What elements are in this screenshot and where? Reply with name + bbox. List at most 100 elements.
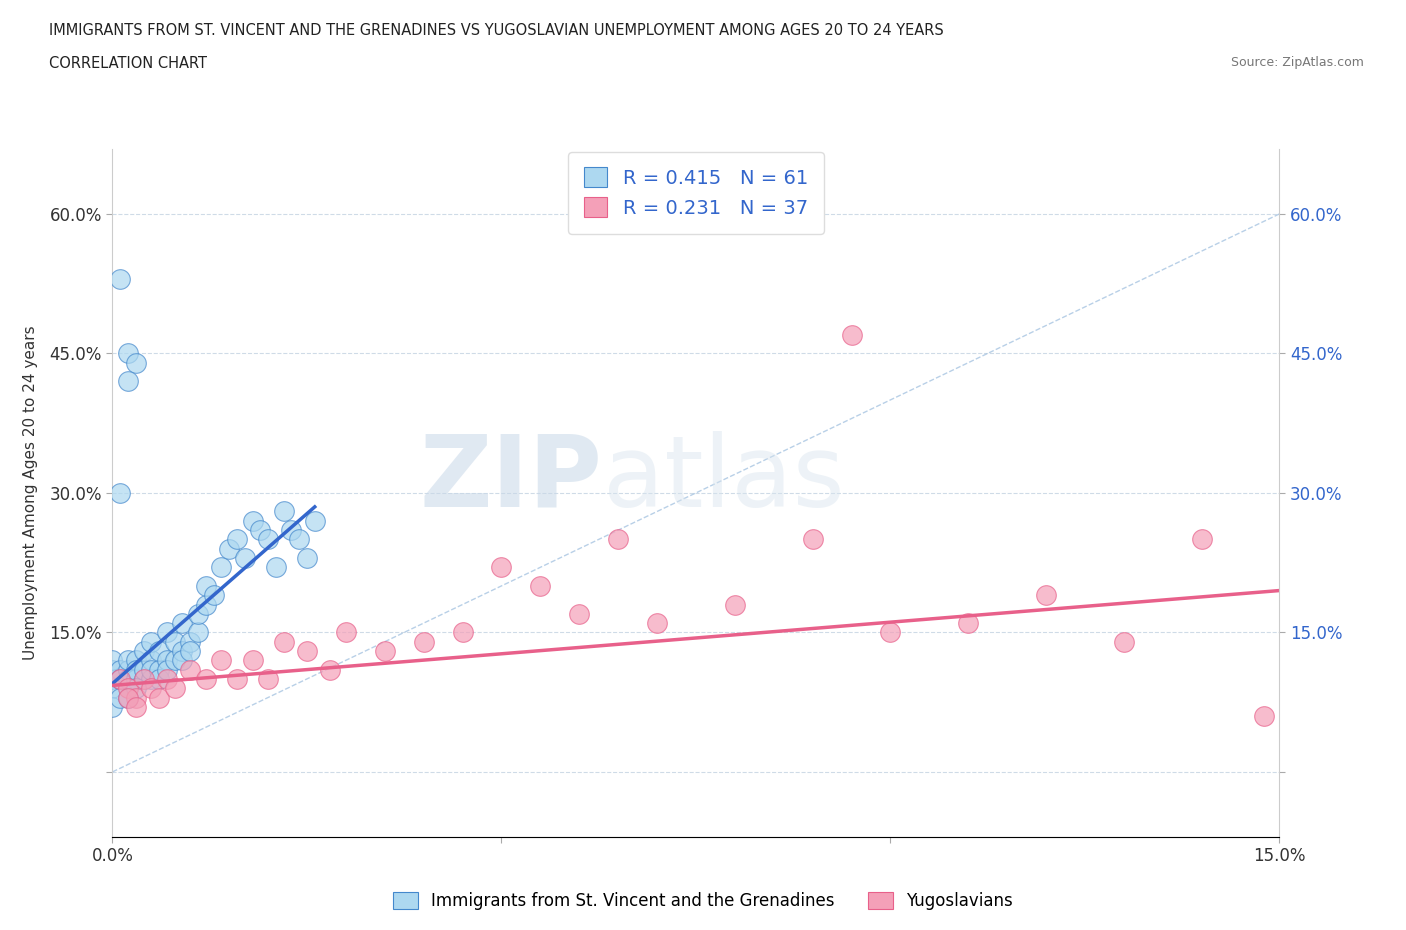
Point bbox=[125, 653, 148, 668]
Point bbox=[319, 662, 342, 677]
Point bbox=[491, 560, 513, 575]
Point bbox=[179, 644, 201, 658]
Point bbox=[156, 662, 179, 677]
Point bbox=[125, 662, 148, 677]
Text: Source: ZipAtlas.com: Source: ZipAtlas.com bbox=[1230, 56, 1364, 69]
Point bbox=[209, 560, 232, 575]
Point bbox=[110, 690, 132, 705]
Point bbox=[288, 532, 311, 547]
Point bbox=[141, 662, 163, 677]
Point bbox=[117, 671, 139, 686]
Point bbox=[101, 671, 124, 686]
Point bbox=[148, 690, 170, 705]
Point bbox=[110, 485, 132, 500]
Point bbox=[879, 625, 901, 640]
Point bbox=[1191, 532, 1213, 547]
Point bbox=[117, 690, 139, 705]
Point bbox=[117, 346, 139, 361]
Text: CORRELATION CHART: CORRELATION CHART bbox=[49, 56, 207, 71]
Point bbox=[249, 523, 271, 538]
Point bbox=[117, 690, 139, 705]
Point bbox=[148, 662, 170, 677]
Point bbox=[163, 653, 186, 668]
Point bbox=[209, 653, 232, 668]
Point bbox=[304, 513, 326, 528]
Point bbox=[110, 662, 132, 677]
Point bbox=[273, 504, 295, 519]
Point bbox=[187, 606, 209, 621]
Point bbox=[226, 532, 249, 547]
Point bbox=[110, 272, 132, 286]
Point bbox=[257, 671, 280, 686]
Point bbox=[117, 681, 139, 696]
Point bbox=[172, 644, 194, 658]
Point bbox=[156, 671, 179, 686]
Point bbox=[273, 634, 295, 649]
Point bbox=[187, 625, 209, 640]
Point bbox=[117, 653, 139, 668]
Point bbox=[194, 597, 217, 612]
Point bbox=[194, 671, 217, 686]
Point bbox=[117, 374, 139, 389]
Point bbox=[179, 634, 201, 649]
Point bbox=[110, 671, 132, 686]
Point bbox=[141, 634, 163, 649]
Point bbox=[172, 653, 194, 668]
Point bbox=[529, 578, 551, 593]
Point bbox=[163, 681, 186, 696]
Point bbox=[1035, 588, 1057, 603]
Point bbox=[156, 625, 179, 640]
Point bbox=[117, 662, 139, 677]
Point bbox=[1112, 634, 1135, 649]
Point bbox=[148, 644, 170, 658]
Point bbox=[132, 671, 155, 686]
Legend: Immigrants from St. Vincent and the Grenadines, Yugoslavians: Immigrants from St. Vincent and the Gren… bbox=[387, 885, 1019, 917]
Point bbox=[218, 541, 240, 556]
Point bbox=[141, 681, 163, 696]
Point bbox=[125, 671, 148, 686]
Point bbox=[125, 355, 148, 370]
Point bbox=[179, 662, 201, 677]
Point bbox=[451, 625, 474, 640]
Point bbox=[117, 681, 139, 696]
Point bbox=[957, 616, 980, 631]
Point bbox=[132, 644, 155, 658]
Point bbox=[172, 616, 194, 631]
Point bbox=[163, 634, 186, 649]
Point bbox=[295, 644, 318, 658]
Point bbox=[132, 671, 155, 686]
Y-axis label: Unemployment Among Ages 20 to 24 years: Unemployment Among Ages 20 to 24 years bbox=[24, 326, 38, 660]
Point bbox=[257, 532, 280, 547]
Point bbox=[202, 588, 225, 603]
Point bbox=[412, 634, 434, 649]
Point bbox=[110, 671, 132, 686]
Point bbox=[1253, 709, 1275, 724]
Text: atlas: atlas bbox=[603, 431, 844, 527]
Point bbox=[125, 699, 148, 714]
Point bbox=[645, 616, 668, 631]
Point bbox=[141, 653, 163, 668]
Point bbox=[374, 644, 396, 658]
Point bbox=[156, 653, 179, 668]
Point bbox=[101, 681, 124, 696]
Point bbox=[841, 327, 863, 342]
Text: ZIP: ZIP bbox=[420, 431, 603, 527]
Point bbox=[295, 551, 318, 565]
Point bbox=[233, 551, 256, 565]
Point bbox=[724, 597, 747, 612]
Point bbox=[568, 606, 591, 621]
Point bbox=[242, 513, 264, 528]
Point bbox=[280, 523, 302, 538]
Text: IMMIGRANTS FROM ST. VINCENT AND THE GRENADINES VS YUGOSLAVIAN UNEMPLOYMENT AMONG: IMMIGRANTS FROM ST. VINCENT AND THE GREN… bbox=[49, 23, 943, 38]
Point bbox=[335, 625, 357, 640]
Point bbox=[101, 662, 124, 677]
Point bbox=[148, 671, 170, 686]
Point bbox=[101, 699, 124, 714]
Point bbox=[132, 662, 155, 677]
Point bbox=[125, 690, 148, 705]
Point bbox=[264, 560, 287, 575]
Point bbox=[607, 532, 630, 547]
Point bbox=[226, 671, 249, 686]
Point bbox=[141, 671, 163, 686]
Legend: R = 0.415   N = 61, R = 0.231   N = 37: R = 0.415 N = 61, R = 0.231 N = 37 bbox=[568, 152, 824, 233]
